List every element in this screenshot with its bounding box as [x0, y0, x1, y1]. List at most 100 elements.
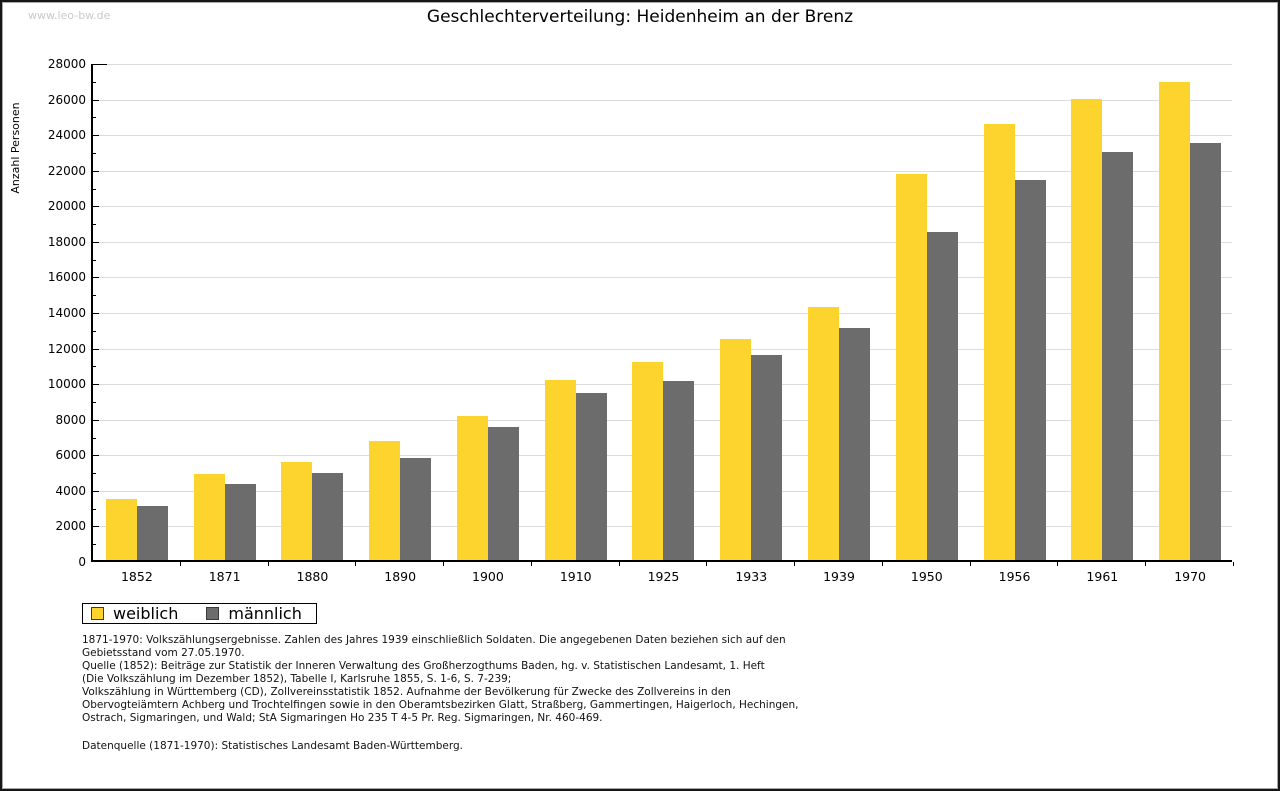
note-line: 1871-1970: Volkszählungsergebnisse. Zahl…: [82, 634, 786, 646]
category-group-1925: [620, 64, 708, 560]
y-axis-tick: [93, 544, 96, 546]
y-axis-tick: [93, 401, 96, 403]
y-axis-tick: [93, 348, 99, 350]
x-tick-label-1890: 1890: [384, 569, 417, 584]
bar-weiblich-1939: [808, 307, 840, 560]
datasource-line: Datenquelle (1871-1970): Statistisches L…: [82, 740, 463, 752]
y-axis-tick: [93, 330, 96, 332]
y-axis-tick: [93, 366, 96, 368]
y-axis-tick: [93, 224, 96, 226]
plot-area: 1852 1871 1880 1890 1900 1910 1925 1933 1939 1950…: [91, 64, 1234, 584]
y-axis-tick: [93, 99, 99, 101]
source-notes: 1871-1970: Volkszählungsergebnisse. Zahl…: [82, 634, 1232, 753]
x-tick-label-1970: 1970: [1174, 569, 1206, 584]
bar-männlich-1871: [224, 483, 256, 560]
x-tick-label-1933: 1933: [735, 569, 768, 584]
bar-männlich-1925: [663, 381, 695, 560]
legend-label-weiblich: weiblich: [113, 604, 179, 623]
note-line: Ostrach, Sigmaringen, und Wald; StA Sigm…: [82, 712, 603, 724]
x-axis-tick: [443, 562, 445, 566]
bar-weiblich-1961: [1071, 99, 1103, 560]
x-tick-label-1950: 1950: [910, 569, 943, 584]
y-axis-tick: [93, 206, 99, 208]
category-group-1852: [93, 64, 181, 560]
x-tick-label-1961: 1961: [1086, 569, 1119, 584]
category-group-1871: [181, 64, 269, 560]
note-line: Gebietsstand vom 27.05.1970.: [82, 647, 245, 659]
bar-männlich-1956: [1014, 180, 1046, 560]
y-tick-label-26000: 26000: [47, 92, 86, 107]
x-axis-tick: [706, 562, 708, 566]
y-axis-tick: [93, 295, 96, 297]
bar-weiblich-1852: [105, 498, 137, 560]
y-axis-tick: [93, 64, 107, 65]
category-group-1880: [269, 64, 357, 560]
bar-weiblich-1970: [1159, 82, 1191, 560]
x-axis-tick: [794, 562, 796, 566]
x-axis-tick: [179, 562, 181, 566]
category-group-1956: [971, 64, 1059, 560]
gridline-28000: [93, 64, 1232, 65]
y-axis-tick: [93, 490, 99, 492]
legend-item-weiblich: weiblich: [91, 604, 178, 623]
y-tick-label-28000: 28000: [47, 57, 86, 71]
bar-weiblich-1950: [895, 174, 927, 560]
y-tick-label-14000: 14000: [47, 306, 86, 320]
y-axis-tick: [93, 313, 99, 314]
chart-title: Geschlechterverteilung: Heidenheim an de…: [426, 7, 854, 27]
category-group-1933: [707, 64, 795, 560]
y-tick-label-22000: 22000: [47, 163, 86, 178]
y-axis-tick: [93, 188, 96, 190]
x-tick-label-1956: 1956: [998, 569, 1031, 584]
legend-item-maennlich: männlich: [206, 604, 302, 623]
note-line: Obervogteiämtern Achberg und Trochtelfin…: [82, 699, 799, 711]
x-axis-tick: [1233, 562, 1234, 566]
bar-männlich-1890: [400, 457, 432, 560]
y-axis-tick: [93, 473, 96, 475]
gridline-24000: [93, 135, 1232, 137]
y-axis-tick: [93, 455, 99, 457]
legend-swatch-weiblich: [91, 607, 104, 620]
bar-männlich-1852: [136, 505, 168, 560]
bar-männlich-1900: [487, 426, 519, 560]
bar-männlich-1939: [839, 327, 871, 560]
category-group-1970: [1146, 64, 1234, 560]
y-tick-label-2000: 2000: [55, 519, 86, 534]
x-tick-label-1852: 1852: [120, 569, 153, 584]
x-axis-tick: [1145, 562, 1147, 566]
y-tick-label-6000: 6000: [55, 448, 86, 463]
bar-weiblich-1956: [983, 124, 1015, 560]
y-axis-tick: [93, 81, 96, 83]
y-axis-tick: [93, 419, 99, 421]
note-line: (Die Volkszählung im Dezember 1852), Tab…: [82, 673, 512, 685]
bar-männlich-1961: [1102, 151, 1134, 560]
x-tick-label-1939: 1939: [823, 569, 855, 584]
y-axis-tick: [93, 117, 96, 119]
y-tick-label-20000: 20000: [47, 199, 86, 214]
bar-weiblich-1900: [456, 415, 488, 560]
gridline-14000: [93, 313, 1232, 314]
category-group-1890: [356, 64, 444, 560]
gridline-20000: [93, 206, 1232, 208]
x-tick-label-1871: 1871: [208, 569, 241, 584]
bar-männlich-1950: [926, 231, 958, 560]
y-axis-tick: [93, 384, 99, 386]
gridline-18000: [93, 241, 1232, 243]
y-axis-tick: [93, 259, 96, 261]
x-tick-label-1925: 1925: [647, 569, 680, 584]
x-axis-tick: [881, 562, 883, 566]
x-tick-label-1880: 1880: [296, 569, 329, 584]
note-line: Quelle (1852): Beiträge zur Statistik de…: [82, 660, 765, 672]
y-tick-label-18000: 18000: [47, 234, 86, 249]
y-axis-tick: [93, 135, 99, 137]
legend-label-maennlich: männlich: [228, 604, 302, 623]
x-tick-label-1900: 1900: [472, 569, 504, 584]
gridline-12000: [93, 348, 1232, 350]
gridline-16000: [93, 277, 1232, 279]
bar-männlich-1880: [312, 472, 344, 560]
bar-weiblich-1880: [281, 462, 313, 560]
category-group-1910: [532, 64, 620, 560]
category-group-1961: [1058, 64, 1146, 560]
x-axis-tick: [1057, 562, 1059, 566]
